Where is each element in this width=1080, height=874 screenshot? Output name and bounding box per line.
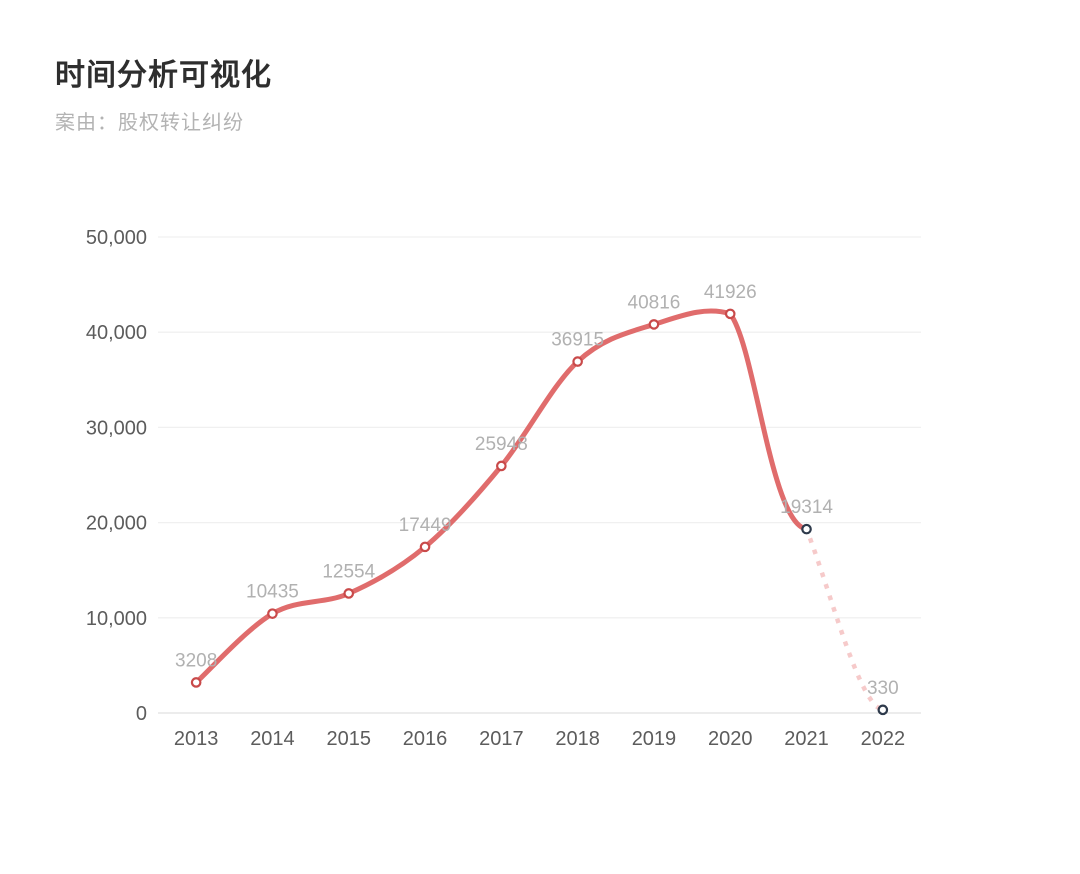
data-point-2021[interactable] [801,523,812,535]
data-point-2016[interactable] [419,541,431,553]
y-axis-tick-label: 30,000 [86,417,147,439]
data-label-2014: 10435 [246,582,299,603]
x-axis-tick-label: 2022 [861,728,906,750]
data-label-2019: 40816 [628,292,681,313]
x-axis-tick-label: 2019 [632,728,677,750]
y-axis-tick-label: 20,000 [86,513,147,535]
x-axis-tick-label: 2017 [479,728,524,750]
data-label-2016: 17449 [399,515,452,536]
line-series-solid [193,308,810,685]
data-label-2013: 3208 [175,650,217,671]
data-label-2020: 41926 [704,282,757,303]
data-point-2017[interactable] [496,460,507,472]
data-label-2015: 12554 [322,561,375,582]
data-point-2019[interactable] [648,319,660,330]
data-label-2018: 36915 [551,330,604,351]
data-point-2013[interactable] [190,677,202,688]
data-label-2021: 19314 [780,497,833,518]
page-subtitle: 案由：股权转让纠纷 [55,112,244,134]
data-point-2018[interactable] [572,356,583,367]
data-point-2020[interactable] [724,308,736,320]
y-axis-tick-label: 10,000 [86,608,147,630]
data-label-2022: 330 [867,678,899,699]
x-axis-tick-label: 2021 [784,728,829,750]
x-axis-tick-label: 2014 [250,728,295,750]
data-point-2015[interactable] [343,588,355,599]
data-label-2017: 25948 [475,434,528,455]
y-axis-tick-label: 50,000 [86,227,147,249]
y-axis-tick-label: 40,000 [86,322,147,344]
y-axis-tick-label: 0 [136,703,147,725]
page-title: 时间分析可视化 [55,59,272,92]
line-series-dotted-forecast [803,526,886,713]
x-axis-tick-label: 2020 [708,728,753,750]
data-point-2022[interactable] [877,704,889,716]
x-axis-tick-label: 2013 [174,728,219,750]
x-axis-tick-label: 2018 [555,728,600,750]
data-point-2014[interactable] [267,608,278,619]
x-axis-tick-label: 2015 [327,728,372,750]
x-axis-tick-label: 2016 [403,728,448,750]
